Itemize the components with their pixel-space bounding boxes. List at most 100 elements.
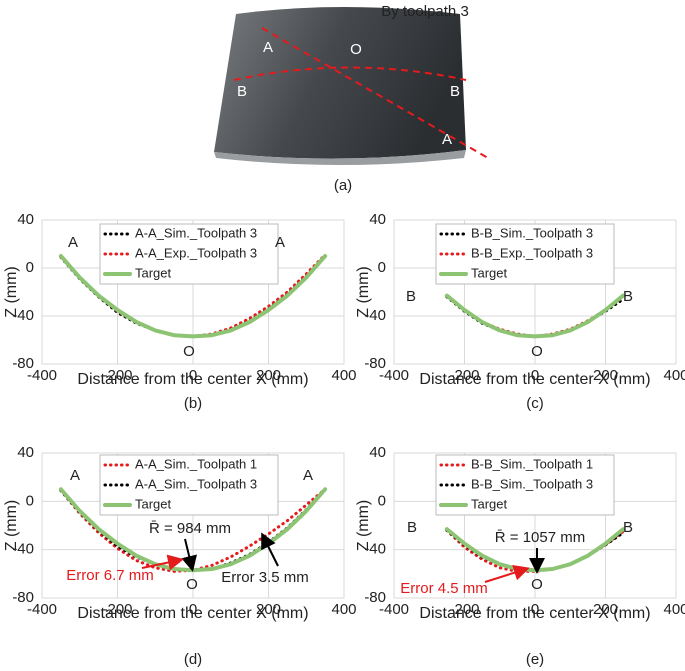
annotation: O	[531, 576, 543, 593]
y-tick-label: 0	[26, 259, 34, 276]
caption: (e)	[526, 651, 544, 668]
x-tick-label: 400	[663, 601, 685, 618]
y-axis-title: Z (mm)	[355, 266, 372, 318]
photo-caption: (a)	[334, 177, 352, 194]
x-tick-label: 200	[593, 601, 618, 618]
sheet-edge	[214, 150, 466, 165]
annotation-arrow	[141, 554, 184, 571]
annotation: O	[531, 343, 543, 360]
x-tick-label: 200	[256, 367, 281, 384]
x-tick-label: 400	[331, 601, 356, 618]
annotation-arrow	[181, 538, 197, 572]
annotation: B	[623, 519, 633, 536]
legend-label: B-B_Sim._Toolpath 3	[471, 225, 593, 240]
legend-label: B-B_Sim._Toolpath 3	[471, 476, 593, 491]
x-tick-label: -200	[449, 367, 479, 384]
annotation: A	[68, 234, 78, 251]
annotation: R̄ = 1057 mm	[495, 529, 585, 546]
annotation: R̄ = 984 mm	[149, 520, 231, 537]
legend-label: Target	[471, 265, 508, 280]
x-tick-label: 200	[593, 367, 618, 384]
photo: By toolpath 3 A O B B A (a)	[214, 3, 489, 194]
series-line	[59, 487, 327, 573]
annotation: B	[407, 519, 417, 536]
section-b	[233, 66, 467, 81]
x-tick-label: 400	[663, 367, 685, 384]
annotation: O	[183, 343, 195, 360]
photo-label: B	[237, 83, 247, 100]
annotation: A	[275, 234, 285, 251]
y-tick-label: 0	[378, 492, 386, 509]
plot-frame	[41, 219, 345, 365]
legend-label: Target	[135, 265, 172, 280]
plot-frame	[393, 219, 677, 365]
annotation: Error 6.7 mm	[66, 567, 154, 584]
annotation-arrow	[261, 532, 279, 567]
x-axis-title: Distance from the center X (mm)	[419, 605, 650, 622]
series-line	[444, 293, 626, 339]
annotation: O	[186, 576, 198, 593]
legend-label: B-B_Exp._Toolpath 3	[471, 245, 593, 260]
x-tick-label: -400	[379, 601, 409, 618]
annotation: B	[623, 288, 633, 305]
y-tick-label: -80	[12, 589, 34, 606]
y-tick-label: -40	[12, 541, 34, 558]
series-line	[58, 254, 328, 339]
x-tick-label: -200	[102, 601, 132, 618]
y-tick-label: -40	[12, 307, 34, 324]
section-a	[261, 27, 489, 159]
legend-label: A-A_Exp._Toolpath 3	[135, 245, 257, 260]
metal-sheet	[214, 7, 466, 159]
legend-label: A-A_Sim._Toolpath 3	[135, 225, 257, 240]
annotation: Error 3.5 mm	[221, 569, 309, 586]
legend-label: A-A_Sim._Toolpath 3	[135, 476, 257, 491]
x-tick-label: 400	[331, 367, 356, 384]
x-axis-title: Distance from the center X (mm)	[77, 371, 308, 388]
annotation: A	[303, 467, 313, 484]
legend-label: A-A_Sim._Toolpath 1	[135, 456, 257, 471]
y-tick-label: -40	[364, 541, 386, 558]
x-tick-label: -400	[27, 601, 57, 618]
y-tick-label: -80	[364, 589, 386, 606]
photo-label: O	[350, 41, 362, 58]
x-tick-label: -400	[379, 367, 409, 384]
legend-label: Target	[135, 496, 172, 511]
x-axis-title: Distance from the center X (mm)	[419, 371, 650, 388]
annotation: Error 4.5 mm	[400, 580, 488, 597]
x-tick-label: 0	[189, 601, 197, 618]
y-tick-label: 0	[26, 492, 34, 509]
x-tick-label: -400	[27, 367, 57, 384]
plot-frame	[41, 452, 345, 599]
x-tick-label: -200	[102, 367, 132, 384]
photo-label: A	[442, 131, 452, 148]
y-tick-label: 40	[369, 211, 386, 228]
x-tick-label: 200	[256, 601, 281, 618]
annotation: A	[70, 467, 80, 484]
photo-label: B	[450, 83, 460, 100]
y-tick-label: 40	[17, 211, 34, 228]
y-axis-title: Z (mm)	[3, 266, 20, 318]
annotation-arrow	[484, 565, 530, 583]
y-axis-title: Z (mm)	[3, 500, 20, 552]
caption: (c)	[526, 395, 544, 412]
x-tick-label: 0	[531, 367, 539, 384]
plot-frame	[393, 452, 677, 599]
legend-label: B-B_Sim._Toolpath 1	[471, 456, 593, 471]
x-tick-label: 0	[531, 601, 539, 618]
y-axis-title: Z (mm)	[355, 500, 372, 552]
caption: (d)	[184, 651, 202, 668]
y-tick-label: 40	[369, 444, 386, 461]
y-tick-label: -40	[364, 307, 386, 324]
annotation: B	[406, 288, 416, 305]
y-tick-label: -80	[364, 355, 386, 372]
y-tick-label: 0	[378, 259, 386, 276]
x-tick-label: -200	[449, 601, 479, 618]
photo-title: By toolpath 3	[381, 3, 469, 20]
legend-label: Target	[471, 496, 508, 511]
y-tick-label: 40	[17, 444, 34, 461]
